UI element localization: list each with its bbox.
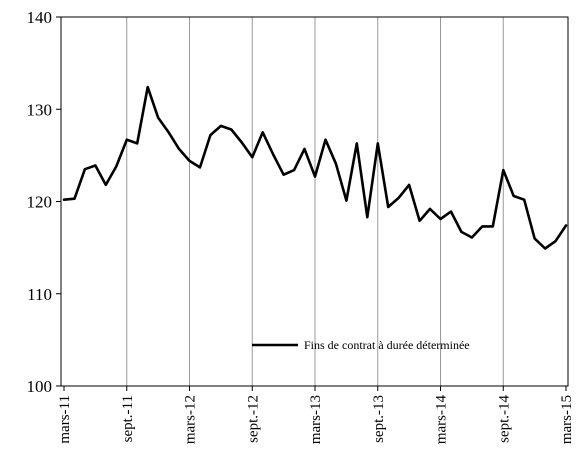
x-tick-label: sept.-12 — [245, 395, 261, 443]
x-tick-label: mars-14 — [434, 395, 450, 445]
y-tick-label: 140 — [27, 8, 53, 27]
y-tick-label: 130 — [27, 100, 53, 119]
x-tick-label: sept.-14 — [496, 395, 512, 443]
legend-label: Fins de contrat à durée déterminée — [304, 338, 470, 352]
legend: Fins de contrat à durée déterminée — [252, 338, 470, 352]
vertical-gridlines — [126, 17, 504, 386]
x-tick-label: mars-13 — [308, 395, 324, 444]
x-tick-label: mars-12 — [183, 395, 199, 444]
x-tick-label: mars-15 — [559, 395, 575, 444]
x-tick-label: mars-11 — [57, 395, 73, 444]
x-tick-label: sept.-11 — [120, 395, 136, 442]
y-tick-label: 100 — [27, 377, 53, 396]
y-axis: 100 110 120 130 140 — [27, 8, 61, 396]
x-axis: mars-11 sept.-11 mars-12 sept.-12 mars-13 sep… — [57, 386, 575, 444]
series-line — [62, 85, 568, 250]
y-tick-label: 120 — [27, 193, 53, 212]
y-tick-label: 110 — [27, 285, 52, 304]
x-tick-label: sept.-13 — [371, 395, 387, 443]
